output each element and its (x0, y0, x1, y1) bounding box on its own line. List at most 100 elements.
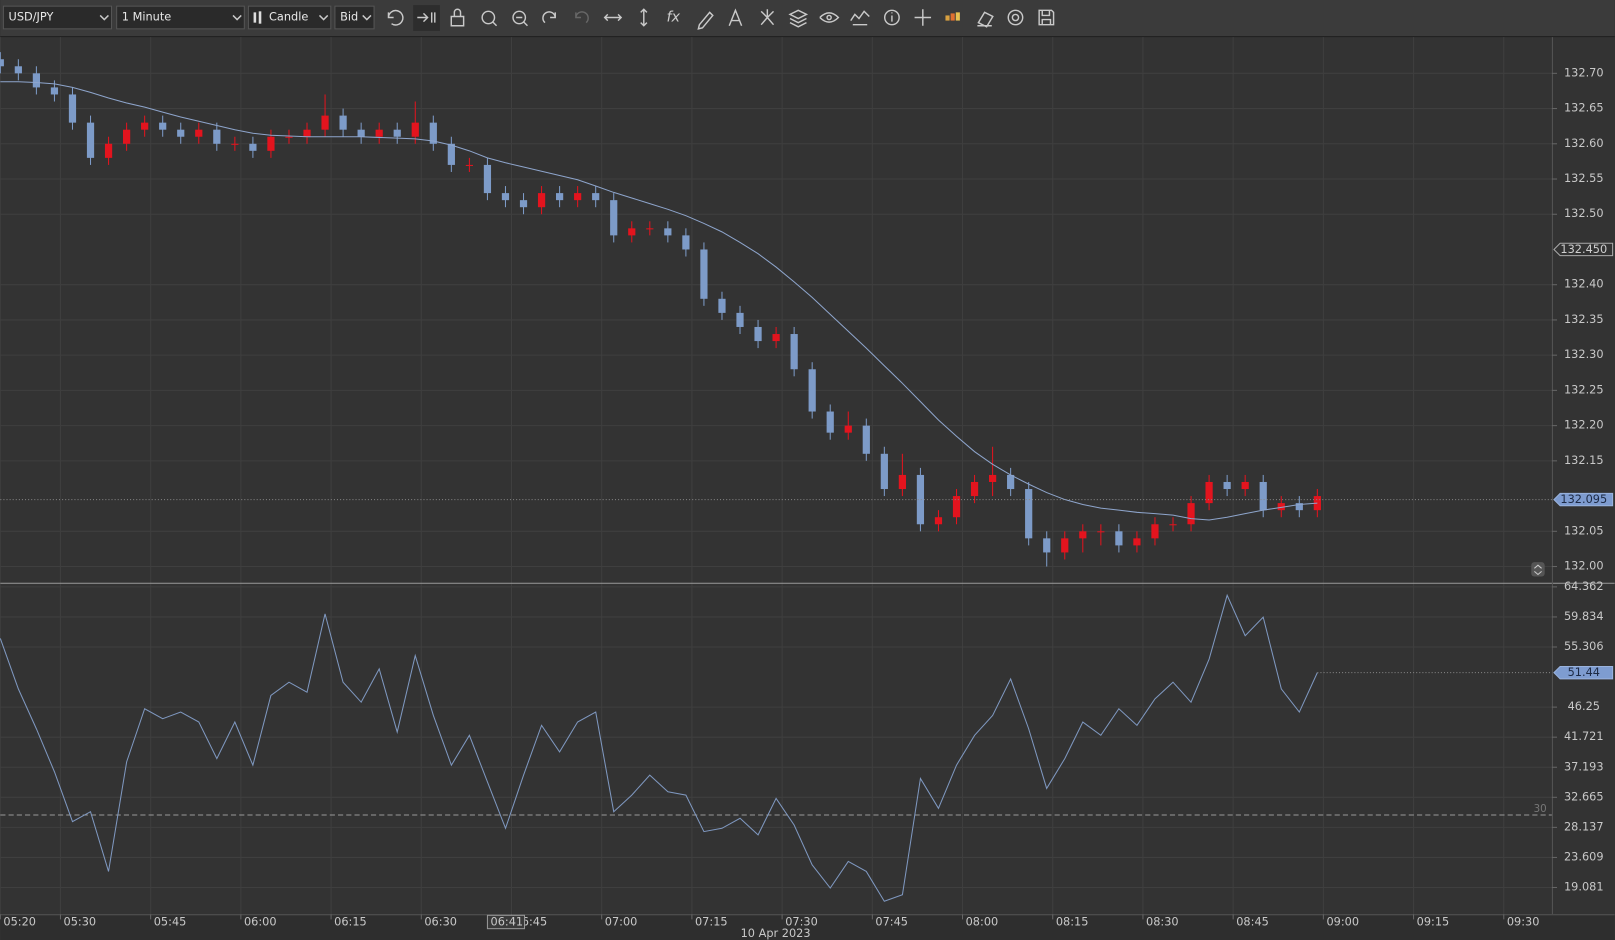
candle-body (772, 334, 780, 342)
x-tick-label: 07:00 (605, 914, 638, 928)
candle-body (267, 136, 275, 151)
zoom-out-icon[interactable] (512, 10, 528, 27)
candle-body (826, 411, 834, 433)
x-tick-label: 05:20 (3, 914, 36, 928)
select-box[interactable] (2, 5, 113, 30)
candle-body (285, 136, 293, 138)
candle-body (1169, 524, 1177, 526)
period-select[interactable]: 1 Minute (116, 5, 245, 30)
info-icon[interactable] (883, 9, 900, 26)
candle-body (321, 115, 329, 130)
candle-body (123, 129, 131, 144)
scale-toggle[interactable] (1531, 562, 1545, 577)
chevron (318, 14, 329, 21)
candle-body (465, 164, 473, 166)
shift-icon[interactable] (417, 12, 436, 23)
candle-body (754, 326, 762, 342)
candle-body (375, 129, 383, 137)
sentiment-icon[interactable] (945, 15, 950, 21)
value-badge-label: 51.44 (1568, 665, 1600, 679)
redo-icon[interactable] (575, 11, 589, 24)
y-tick-label: 132.60 (1564, 136, 1604, 150)
fx-icon[interactable]: fx (666, 10, 680, 26)
candle-body (213, 129, 221, 144)
y-tick-label: 132.50 (1564, 206, 1604, 220)
x-tick-label: 07:30 (785, 914, 818, 928)
candle-body (592, 193, 600, 201)
candle-body (646, 228, 654, 230)
scale-toggle-button[interactable] (1531, 562, 1545, 577)
candle-body (0, 59, 4, 67)
candle-body (195, 129, 203, 137)
candle-body (790, 334, 798, 370)
scale-toggle-icon (1534, 564, 1542, 576)
candle-body (952, 496, 961, 518)
candle-body (393, 129, 401, 137)
candle-body (104, 143, 113, 158)
candle-body (447, 143, 455, 165)
chart-type-select[interactable]: Candle (247, 5, 332, 30)
plot-area: 30 (0, 37, 1552, 915)
select-box[interactable] (247, 5, 332, 30)
fit-x-icon[interactable] (603, 13, 623, 22)
fit-y-icon[interactable] (640, 8, 648, 27)
toolbar-icons: fx (387, 5, 1055, 31)
candle-body (898, 474, 906, 490)
symbol-select[interactable]: USD/JPY (2, 5, 113, 30)
x-tick-label: 06:00 (244, 914, 277, 928)
sentiment-icon[interactable] (950, 13, 955, 21)
candle-body (718, 298, 726, 313)
x-tick-label: 08:30 (1146, 914, 1179, 928)
objects-icon[interactable] (760, 9, 775, 26)
lock-icon[interactable] (450, 8, 465, 27)
select-box[interactable] (334, 5, 375, 30)
layers-icon[interactable] (788, 9, 809, 28)
candle-body (303, 129, 311, 137)
candle-body (1115, 531, 1123, 546)
pencil-icon[interactable] (697, 11, 714, 30)
y-tick-label: 132.65 (1564, 101, 1604, 115)
y-tick-label: 23.609 (1564, 849, 1604, 863)
candle-body (1187, 503, 1195, 525)
eraser-icon[interactable] (977, 11, 994, 28)
candle-body (50, 87, 59, 95)
candle-body (411, 122, 419, 137)
undo-icon[interactable] (542, 11, 556, 24)
save-icon[interactable] (1038, 9, 1055, 26)
candle-body (1007, 474, 1015, 490)
candle-body (916, 474, 925, 525)
candle-body (682, 235, 690, 250)
candle-body (1061, 538, 1069, 553)
candle-body (339, 115, 347, 130)
candle-body (1079, 531, 1087, 539)
y-tick-label: 55.306 (1564, 639, 1604, 653)
select-box[interactable] (116, 5, 245, 30)
candle-body (844, 425, 852, 433)
settings-icon[interactable] (1007, 9, 1024, 26)
y-tick-label: 46.25 (1568, 699, 1600, 713)
x-tick-label: 06:15 (334, 914, 367, 928)
candle-body (519, 200, 528, 208)
candle-body (68, 94, 77, 123)
candle-body (1043, 538, 1051, 553)
crosshair-icon[interactable] (914, 9, 932, 26)
indicator-icon[interactable] (850, 10, 870, 26)
sentiment-icon[interactable] (955, 12, 960, 21)
value-badge (1553, 665, 1614, 680)
value-badge (1553, 242, 1614, 257)
candle-body (934, 517, 943, 525)
y-tick-label: 132.40 (1564, 277, 1604, 291)
y-tick-label: 132.15 (1564, 453, 1604, 467)
text-icon[interactable] (728, 8, 743, 27)
candle-body (1025, 489, 1033, 539)
side-select[interactable]: Bid (334, 5, 375, 30)
zoom-in-icon[interactable] (481, 10, 498, 27)
y-tick-label: 132.55 (1564, 171, 1604, 185)
eye-icon[interactable] (819, 12, 840, 23)
refresh-icon[interactable] (387, 9, 404, 26)
candle-body (357, 129, 365, 137)
candle-body (808, 369, 816, 412)
chevron (232, 14, 242, 21)
y-tick-label: 28.137 (1564, 819, 1604, 833)
y-tick-label: 132.25 (1564, 382, 1604, 396)
